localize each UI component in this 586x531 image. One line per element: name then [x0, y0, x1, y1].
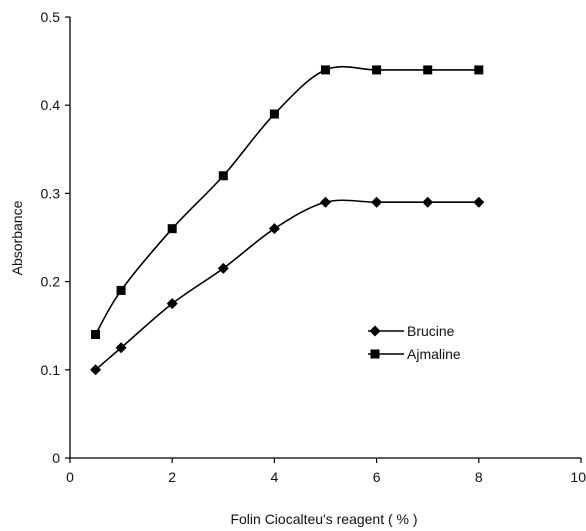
- y-tick-label: 0: [52, 450, 60, 466]
- series-line-ajmaline: [94, 65, 479, 335]
- data-point-brucine: [115, 342, 127, 354]
- axes: [69, 17, 581, 459]
- data-point-brucine: [166, 298, 178, 310]
- data-point-ajmaline: [167, 224, 177, 234]
- legend: Brucine Ajmaline: [368, 323, 461, 362]
- data-point-ajmaline: [423, 65, 433, 75]
- x-tick-label: 8: [475, 469, 483, 485]
- y-axis-title: Absorbance: [9, 200, 25, 275]
- series-line-brucine: [95, 199, 479, 371]
- x-tick-label: 10: [570, 469, 586, 485]
- data-point-brucine: [320, 196, 331, 208]
- series-layer: [90, 65, 485, 376]
- data-point-brucine: [422, 196, 434, 208]
- legend-label-ajmaline: Ajmaline: [407, 346, 461, 362]
- data-point-brucine: [371, 196, 383, 208]
- x-tick-label: 0: [66, 469, 74, 485]
- y-tick-label: 0.3: [41, 185, 61, 201]
- data-point-brucine: [90, 364, 102, 376]
- ticks: 0 0.1 0.2 0.3 0.4 0.5 0 2 4 6 8 10: [41, 9, 586, 485]
- series-brucine: [90, 196, 485, 376]
- data-point-ajmaline: [91, 330, 101, 340]
- y-tick-label: 0.1: [41, 362, 61, 378]
- data-point-brucine: [473, 196, 485, 208]
- data-point-brucine: [268, 223, 280, 235]
- data-point-ajmaline: [218, 171, 228, 181]
- data-point-ajmaline: [116, 285, 126, 295]
- x-tick-label: 4: [271, 469, 279, 485]
- x-tick-label: 2: [168, 469, 176, 485]
- y-tick-label: 0.5: [41, 9, 61, 25]
- legend-marker-ajmaline: [370, 349, 380, 359]
- series-ajmaline: [91, 65, 484, 340]
- x-tick-label: 6: [373, 469, 381, 485]
- data-point-ajmaline: [372, 65, 382, 75]
- x-axis-title: Folin Ciocalteu's reagent ( % ): [230, 511, 417, 527]
- data-point-brucine: [217, 262, 229, 274]
- data-point-ajmaline: [321, 65, 330, 75]
- legend-label-brucine: Brucine: [407, 323, 455, 339]
- y-tick-label: 0.4: [41, 97, 61, 113]
- legend-marker-brucine: [369, 325, 381, 337]
- data-point-ajmaline: [269, 109, 279, 119]
- data-point-ajmaline: [474, 65, 484, 75]
- y-tick-label: 0.2: [41, 274, 61, 290]
